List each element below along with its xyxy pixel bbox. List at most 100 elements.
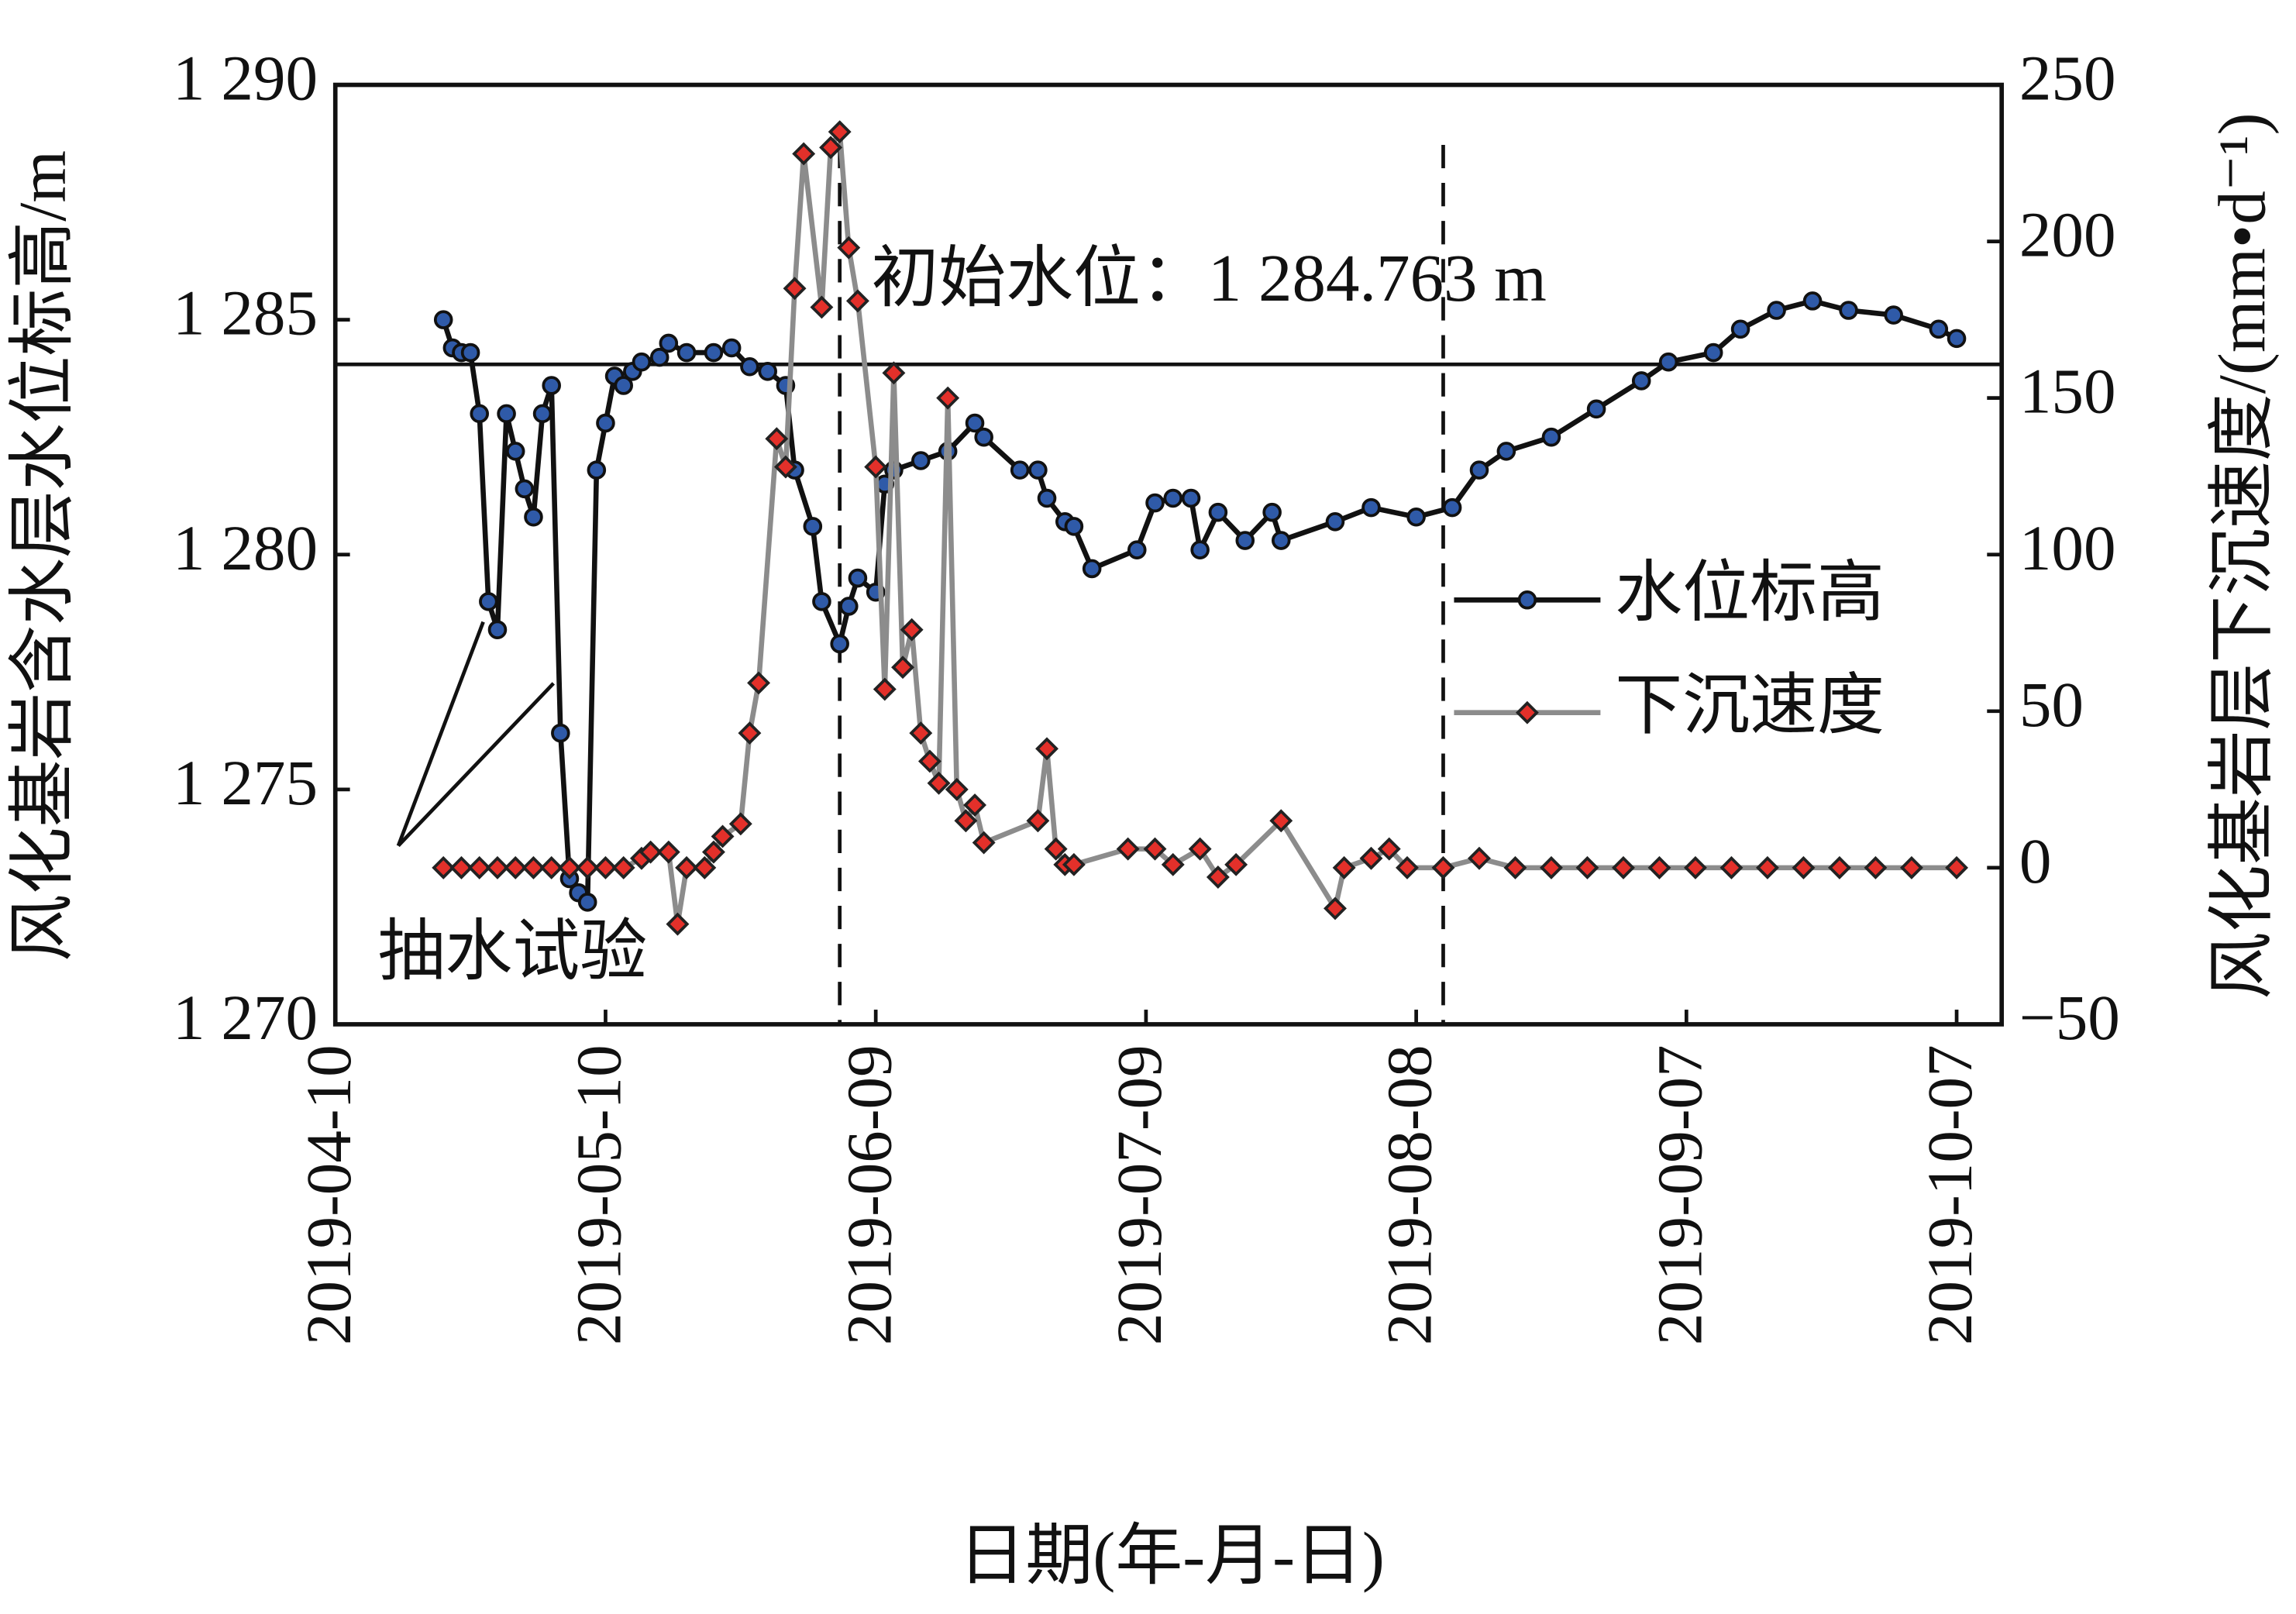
circle-marker	[1190, 540, 1210, 559]
y-tick-label: 1 285	[173, 277, 318, 349]
circle-marker	[1658, 352, 1678, 372]
circle-marker	[505, 442, 525, 461]
circle-marker	[524, 507, 543, 527]
diamond-marker	[639, 840, 663, 864]
legend-marker	[1517, 590, 1537, 610]
x-tick-label: 2019-07-09	[1103, 1044, 1175, 1345]
y-tick-label: 1 270	[173, 982, 318, 1053]
circle-marker	[803, 517, 823, 536]
diamond-marker	[845, 289, 869, 313]
diamond-marker	[1044, 837, 1068, 861]
annotation: 抽水试验	[378, 914, 648, 989]
diamond-marker	[828, 120, 852, 144]
diamond-marker	[773, 455, 797, 479]
diamond-marker	[954, 809, 978, 833]
circle-marker	[1730, 319, 1750, 339]
diamond-marker	[1647, 855, 1671, 879]
circle-marker	[515, 479, 535, 499]
diamond-marker	[1206, 866, 1230, 889]
circle-marker	[460, 342, 480, 363]
diamond-marker	[693, 855, 717, 879]
diamond-marker	[1377, 837, 1401, 861]
y2-tick-label: 200	[2019, 199, 2116, 270]
diamond-marker	[1324, 896, 1347, 921]
diamond-marker	[1431, 855, 1455, 879]
diamond-marker	[1026, 809, 1050, 833]
diamond-marker	[810, 295, 834, 319]
diamond-marker	[864, 455, 888, 479]
diamond-marker	[558, 855, 581, 879]
plot-frame	[332, 82, 2005, 1027]
diamond-marker	[963, 793, 986, 817]
circle-marker	[1442, 497, 1462, 518]
circle-marker	[704, 342, 724, 363]
diamond-marker	[1719, 855, 1744, 879]
legend-label: 下沉速度	[1615, 669, 1885, 743]
x-tick-label: 2019-04-10	[293, 1044, 364, 1345]
diamond-marker	[656, 840, 680, 864]
diamond-marker	[675, 855, 699, 879]
circle-marker	[1028, 460, 1048, 480]
diamond-marker	[927, 771, 951, 795]
circle-marker	[1767, 301, 1786, 320]
diamond-marker	[711, 824, 735, 848]
circle-marker	[839, 597, 859, 616]
diamond-marker	[486, 855, 509, 879]
circle-marker	[830, 634, 849, 654]
diamond-marker	[891, 656, 915, 680]
circle-marker	[1631, 371, 1651, 391]
circle-marker	[1145, 493, 1165, 513]
diamond-marker	[1612, 855, 1635, 879]
diamond-marker	[1269, 809, 1293, 833]
x-tick-label: 2019-06-09	[833, 1044, 904, 1345]
diamond-marker	[1684, 855, 1707, 879]
circle-marker	[433, 310, 453, 329]
circle-marker	[1010, 460, 1030, 480]
legend-marker	[1515, 700, 1539, 724]
circle-marker	[1496, 442, 1516, 461]
circle-marker	[848, 568, 868, 588]
annotation-pointer	[397, 682, 556, 848]
circle-marker	[1586, 399, 1606, 419]
circle-marker	[1541, 427, 1561, 447]
diamond-marker	[819, 136, 843, 160]
circle-marker	[659, 333, 679, 353]
diamond-marker	[1864, 855, 1888, 879]
diamond-marker	[792, 142, 816, 166]
circle-marker	[614, 376, 633, 395]
circle-marker	[758, 362, 777, 381]
y-tick-label: 1 280	[173, 512, 318, 583]
diamond-marker	[432, 855, 456, 879]
y2-tick-label: 50	[2019, 669, 2084, 740]
circle-marker	[1037, 488, 1057, 508]
y2-tick-label: −50	[2019, 982, 2120, 1053]
x-tick-label: 2019-09-07	[1644, 1044, 1715, 1345]
circle-marker	[497, 404, 516, 424]
diamond-marker	[945, 777, 969, 801]
circle-marker	[1469, 460, 1489, 480]
diamond-marker	[909, 721, 933, 745]
y2-axis-label: 风化基岩层下沉速度/(mm•d⁻¹)	[2205, 112, 2279, 999]
diamond-marker	[1332, 855, 1356, 879]
circle-marker	[577, 893, 597, 912]
circle-marker	[1802, 291, 1823, 311]
y-tick-label: 1 275	[173, 747, 318, 818]
diamond-marker	[467, 855, 491, 879]
diamond-marker	[1224, 852, 1248, 876]
diamond-marker	[1161, 852, 1185, 876]
diamond-marker	[522, 855, 546, 879]
diamond-marker	[611, 855, 635, 879]
diamond-marker	[1945, 855, 1969, 879]
diamond-marker	[873, 677, 897, 701]
circle-marker	[721, 338, 742, 358]
circle-marker	[740, 356, 759, 377]
x-tick-label: 2019-05-10	[563, 1044, 635, 1345]
circle-marker	[1929, 319, 1949, 339]
circle-marker	[587, 460, 607, 480]
diamond-marker	[594, 855, 618, 879]
diamond-marker	[747, 671, 771, 695]
diamond-marker	[1359, 846, 1383, 870]
y2-tick-label: 250	[2019, 43, 2116, 114]
